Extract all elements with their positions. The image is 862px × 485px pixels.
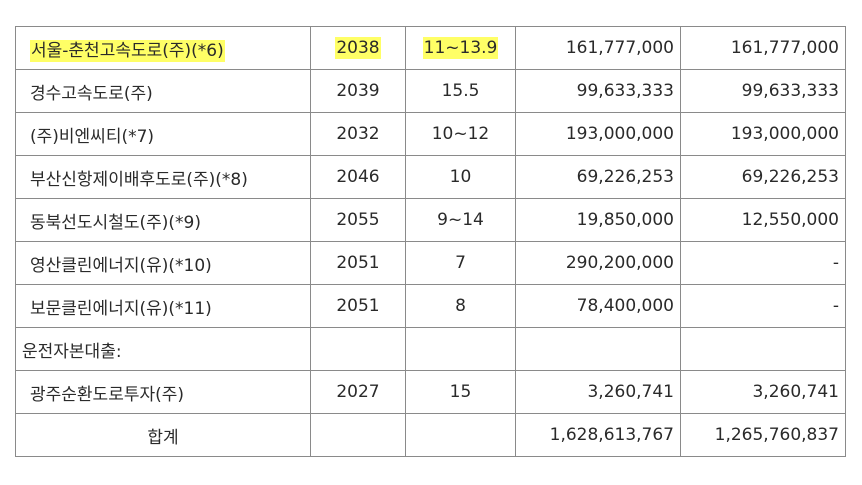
amount-cell: 99,633,333: [680, 69, 846, 113]
row-name-cell: 영산클린에너지(유)(*10): [15, 241, 311, 285]
row-name-cell: 광주순환도로투자(주): [15, 370, 311, 414]
amount-cell: -: [680, 241, 846, 285]
amount-cell: 78,400,000: [515, 284, 681, 328]
row-name-cell: 서울-춘천고속도로(주)(*6): [30, 39, 225, 62]
table-row: 운전자본대출:: [15, 327, 846, 371]
row-name-cell: (주)비엔씨티(*7): [15, 112, 311, 156]
total-row: 합계 1,628,613,767 1,265,760,837: [15, 413, 846, 457]
table-row: 보문클린에너지(유)(*11) 2051 8 78,400,000 -: [15, 284, 846, 328]
amount-cell: 161,777,000: [515, 26, 681, 70]
table-row: 영산클린에너지(유)(*10) 2051 7 290,200,000 -: [15, 241, 846, 285]
amount-cell: 3,260,741: [515, 370, 681, 414]
amount-cell: 69,226,253: [680, 155, 846, 199]
amount-cell: [515, 327, 681, 371]
maturity-year-cell: 2027: [310, 370, 406, 414]
interest-rate-cell: 15.5: [405, 69, 516, 113]
amount-cell: 161,777,000: [680, 26, 846, 70]
table-row: 동북선도시철도(주)(*9) 2055 9~14 19,850,000 12,5…: [15, 198, 846, 242]
total-amount-cell: 1,628,613,767: [515, 413, 681, 457]
amount-cell: 19,850,000: [515, 198, 681, 242]
interest-rate-cell: 7: [405, 241, 516, 285]
table-row: 광주순환도로투자(주) 2027 15 3,260,741 3,260,741: [15, 370, 846, 414]
total-label-cell: 합계: [15, 413, 311, 457]
interest-rate-cell: 11~13.9: [422, 37, 499, 59]
maturity-year-cell: 2051: [310, 241, 406, 285]
total-amount-cell: 1,265,760,837: [680, 413, 846, 457]
row-name-cell: 경수고속도로(주): [15, 69, 311, 113]
loan-table: 서울-춘천고속도로(주)(*6) 2038 11~13.9 161,777,00…: [15, 26, 846, 457]
table-row: 서울-춘천고속도로(주)(*6) 2038 11~13.9 161,777,00…: [15, 26, 846, 70]
interest-rate-cell: 8: [405, 284, 516, 328]
row-name-cell: 부산신항제이배후도로(주)(*8): [15, 155, 311, 199]
table-row: (주)비엔씨티(*7) 2032 10~12 193,000,000 193,0…: [15, 112, 846, 156]
interest-rate-cell: [405, 327, 516, 371]
interest-rate-cell: 10: [405, 155, 516, 199]
amount-cell: 193,000,000: [680, 112, 846, 156]
amount-cell: 69,226,253: [515, 155, 681, 199]
maturity-year-cell: 2032: [310, 112, 406, 156]
maturity-year-cell: 2051: [310, 284, 406, 328]
maturity-year-cell: 2039: [310, 69, 406, 113]
interest-rate-cell: 9~14: [405, 198, 516, 242]
maturity-year-cell: [310, 327, 406, 371]
amount-cell: -: [680, 284, 846, 328]
interest-rate-cell: 10~12: [405, 112, 516, 156]
table-row: 경수고속도로(주) 2039 15.5 99,633,333 99,633,33…: [15, 69, 846, 113]
amount-cell: 290,200,000: [515, 241, 681, 285]
maturity-year-cell: [310, 413, 406, 457]
amount-cell: 99,633,333: [515, 69, 681, 113]
section-label-cell: 운전자본대출:: [15, 327, 311, 371]
amount-cell: 3,260,741: [680, 370, 846, 414]
row-name-cell: 보문클린에너지(유)(*11): [15, 284, 311, 328]
row-name-cell: 동북선도시철도(주)(*9): [15, 198, 311, 242]
table-row: 부산신항제이배후도로(주)(*8) 2046 10 69,226,253 69,…: [15, 155, 846, 199]
amount-cell: 12,550,000: [680, 198, 846, 242]
interest-rate-cell: [405, 413, 516, 457]
maturity-year-cell: 2046: [310, 155, 406, 199]
maturity-year-cell: 2038: [335, 37, 381, 59]
interest-rate-cell: 15: [405, 370, 516, 414]
amount-cell: [680, 327, 846, 371]
amount-cell: 193,000,000: [515, 112, 681, 156]
maturity-year-cell: 2055: [310, 198, 406, 242]
